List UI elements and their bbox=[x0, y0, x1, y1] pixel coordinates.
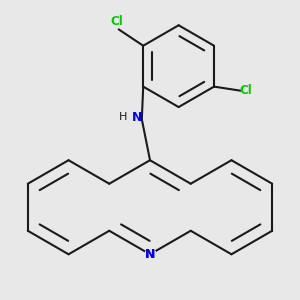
Text: H: H bbox=[119, 112, 128, 122]
Text: N: N bbox=[132, 111, 142, 124]
Text: Cl: Cl bbox=[110, 16, 123, 28]
Text: Cl: Cl bbox=[239, 84, 252, 97]
Text: N: N bbox=[145, 248, 155, 261]
Text: N: N bbox=[145, 248, 155, 261]
